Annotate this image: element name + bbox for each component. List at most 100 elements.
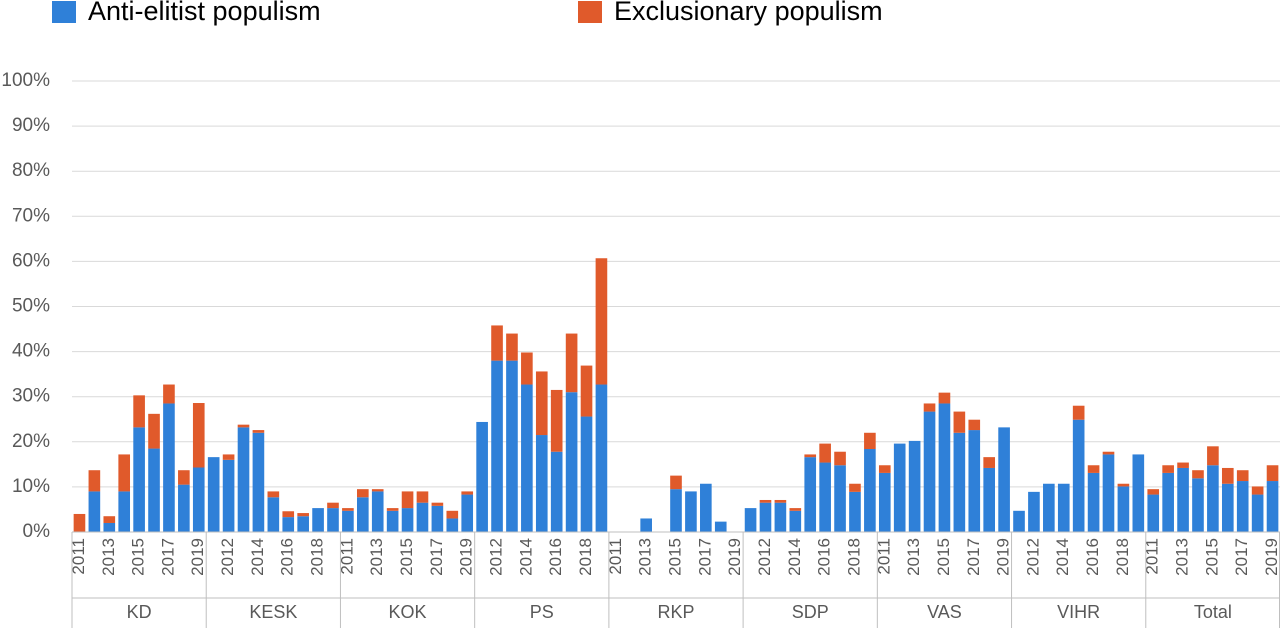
bar-segment [535,371,548,436]
x-tick-label: 2011 [1143,538,1162,575]
bar-segment [968,430,981,532]
bar-segment [267,491,280,498]
bar-segment [1147,489,1160,495]
y-tick-label: 70% [12,205,50,226]
bar-segment [923,411,936,532]
bar-segment [327,508,339,532]
x-tick-label: 2016 [1083,538,1102,576]
y-tick-label: 30% [12,386,50,407]
bar-segment [446,510,459,519]
bar-segment [998,427,1010,532]
bar-segment [342,508,354,511]
x-tick-label: 2016 [278,538,297,576]
bar-segment [595,384,608,532]
x-tick-label: 2012 [487,538,506,576]
bar-segment [73,513,86,532]
bar-segment [192,403,205,468]
bar-segment [282,517,295,532]
bar-segment [849,483,861,492]
y-tick-label: 20% [12,431,50,452]
bar-segment [163,384,175,404]
bar-segment [550,389,563,452]
bar-segment [252,430,265,433]
legend-label: Exclusionary populism [614,0,883,26]
bar-segment [819,462,831,532]
bar-segment [1207,465,1219,532]
x-tick-label: 2017 [964,538,983,576]
bar-segment [521,384,533,532]
bar-segment [774,499,787,503]
x-tick-label: 2014 [1053,538,1072,576]
bar-segment [1177,467,1189,532]
bar-segment [1192,478,1204,532]
bar-segment [88,470,101,492]
x-tick-label: 2013 [1173,538,1192,576]
bar-segment [789,510,802,532]
x-tick-label: 2014 [248,538,267,576]
bar-segment [938,403,951,532]
bar-segment [237,424,250,428]
bar-segment [1147,494,1160,532]
bar-segment [222,459,235,532]
bar-segment [953,432,966,532]
bar-segment [312,508,324,532]
x-tick-label: 2018 [844,538,863,576]
group-label: PS [530,602,554,622]
bar-segment [1236,470,1249,482]
bar-segment [968,419,981,431]
x-tick-label: 2015 [1202,538,1221,576]
bar-segment [282,511,295,518]
x-tick-label: 2013 [99,538,118,576]
bar-segment [550,451,563,532]
bar-segment [506,360,518,532]
x-tick-label: 2012 [1023,538,1042,576]
bar-segment [461,494,474,532]
x-tick-label: 2011 [69,538,88,575]
group-label: RKP [657,602,694,622]
bar-segment [983,457,996,468]
y-tick-label: 80% [12,160,50,181]
bar-segment [297,516,309,532]
bar-segment [371,489,384,492]
legend-swatch [578,1,602,23]
bar-segment [1221,483,1234,532]
bar-segment [386,508,399,511]
bar-segment [759,502,772,532]
group-label: VAS [927,602,962,622]
x-tick-label: 2019 [1262,538,1280,576]
bar-segment [938,392,951,404]
x-tick-label: 2014 [516,538,535,576]
bar-segment [163,403,175,532]
x-tick-label: 2017 [427,538,446,576]
bar-segment [148,413,160,449]
bar-segment [1043,483,1055,532]
x-tick-label: 2018 [308,538,327,576]
bar-segment [804,457,817,532]
bar-segment [685,491,697,532]
bar-segment [178,484,190,532]
bar-segment [535,435,548,532]
bar-segment [371,491,384,532]
y-tick-label: 90% [12,115,50,136]
bar-segment [133,395,145,428]
bar-segment [580,365,593,417]
y-tick-label: 40% [12,341,50,362]
bar-segment [580,416,593,532]
bar-segment [1192,470,1204,479]
bar-segment [1221,467,1234,484]
bar-segment [1087,472,1100,532]
bar-segment [1102,451,1115,455]
y-tick-label: 10% [12,476,50,497]
bar-segment [148,448,160,532]
bar-segment [670,489,682,532]
bar-segment [640,518,652,532]
x-tick-label: 2017 [1232,538,1251,576]
bar-segment [356,497,369,532]
group-label: SDP [792,602,829,622]
bar-segment [401,508,414,532]
bar-segment [327,502,339,509]
x-tick-label: 2015 [665,538,684,576]
bar-segment [1028,491,1040,532]
bar-segment [297,513,309,517]
